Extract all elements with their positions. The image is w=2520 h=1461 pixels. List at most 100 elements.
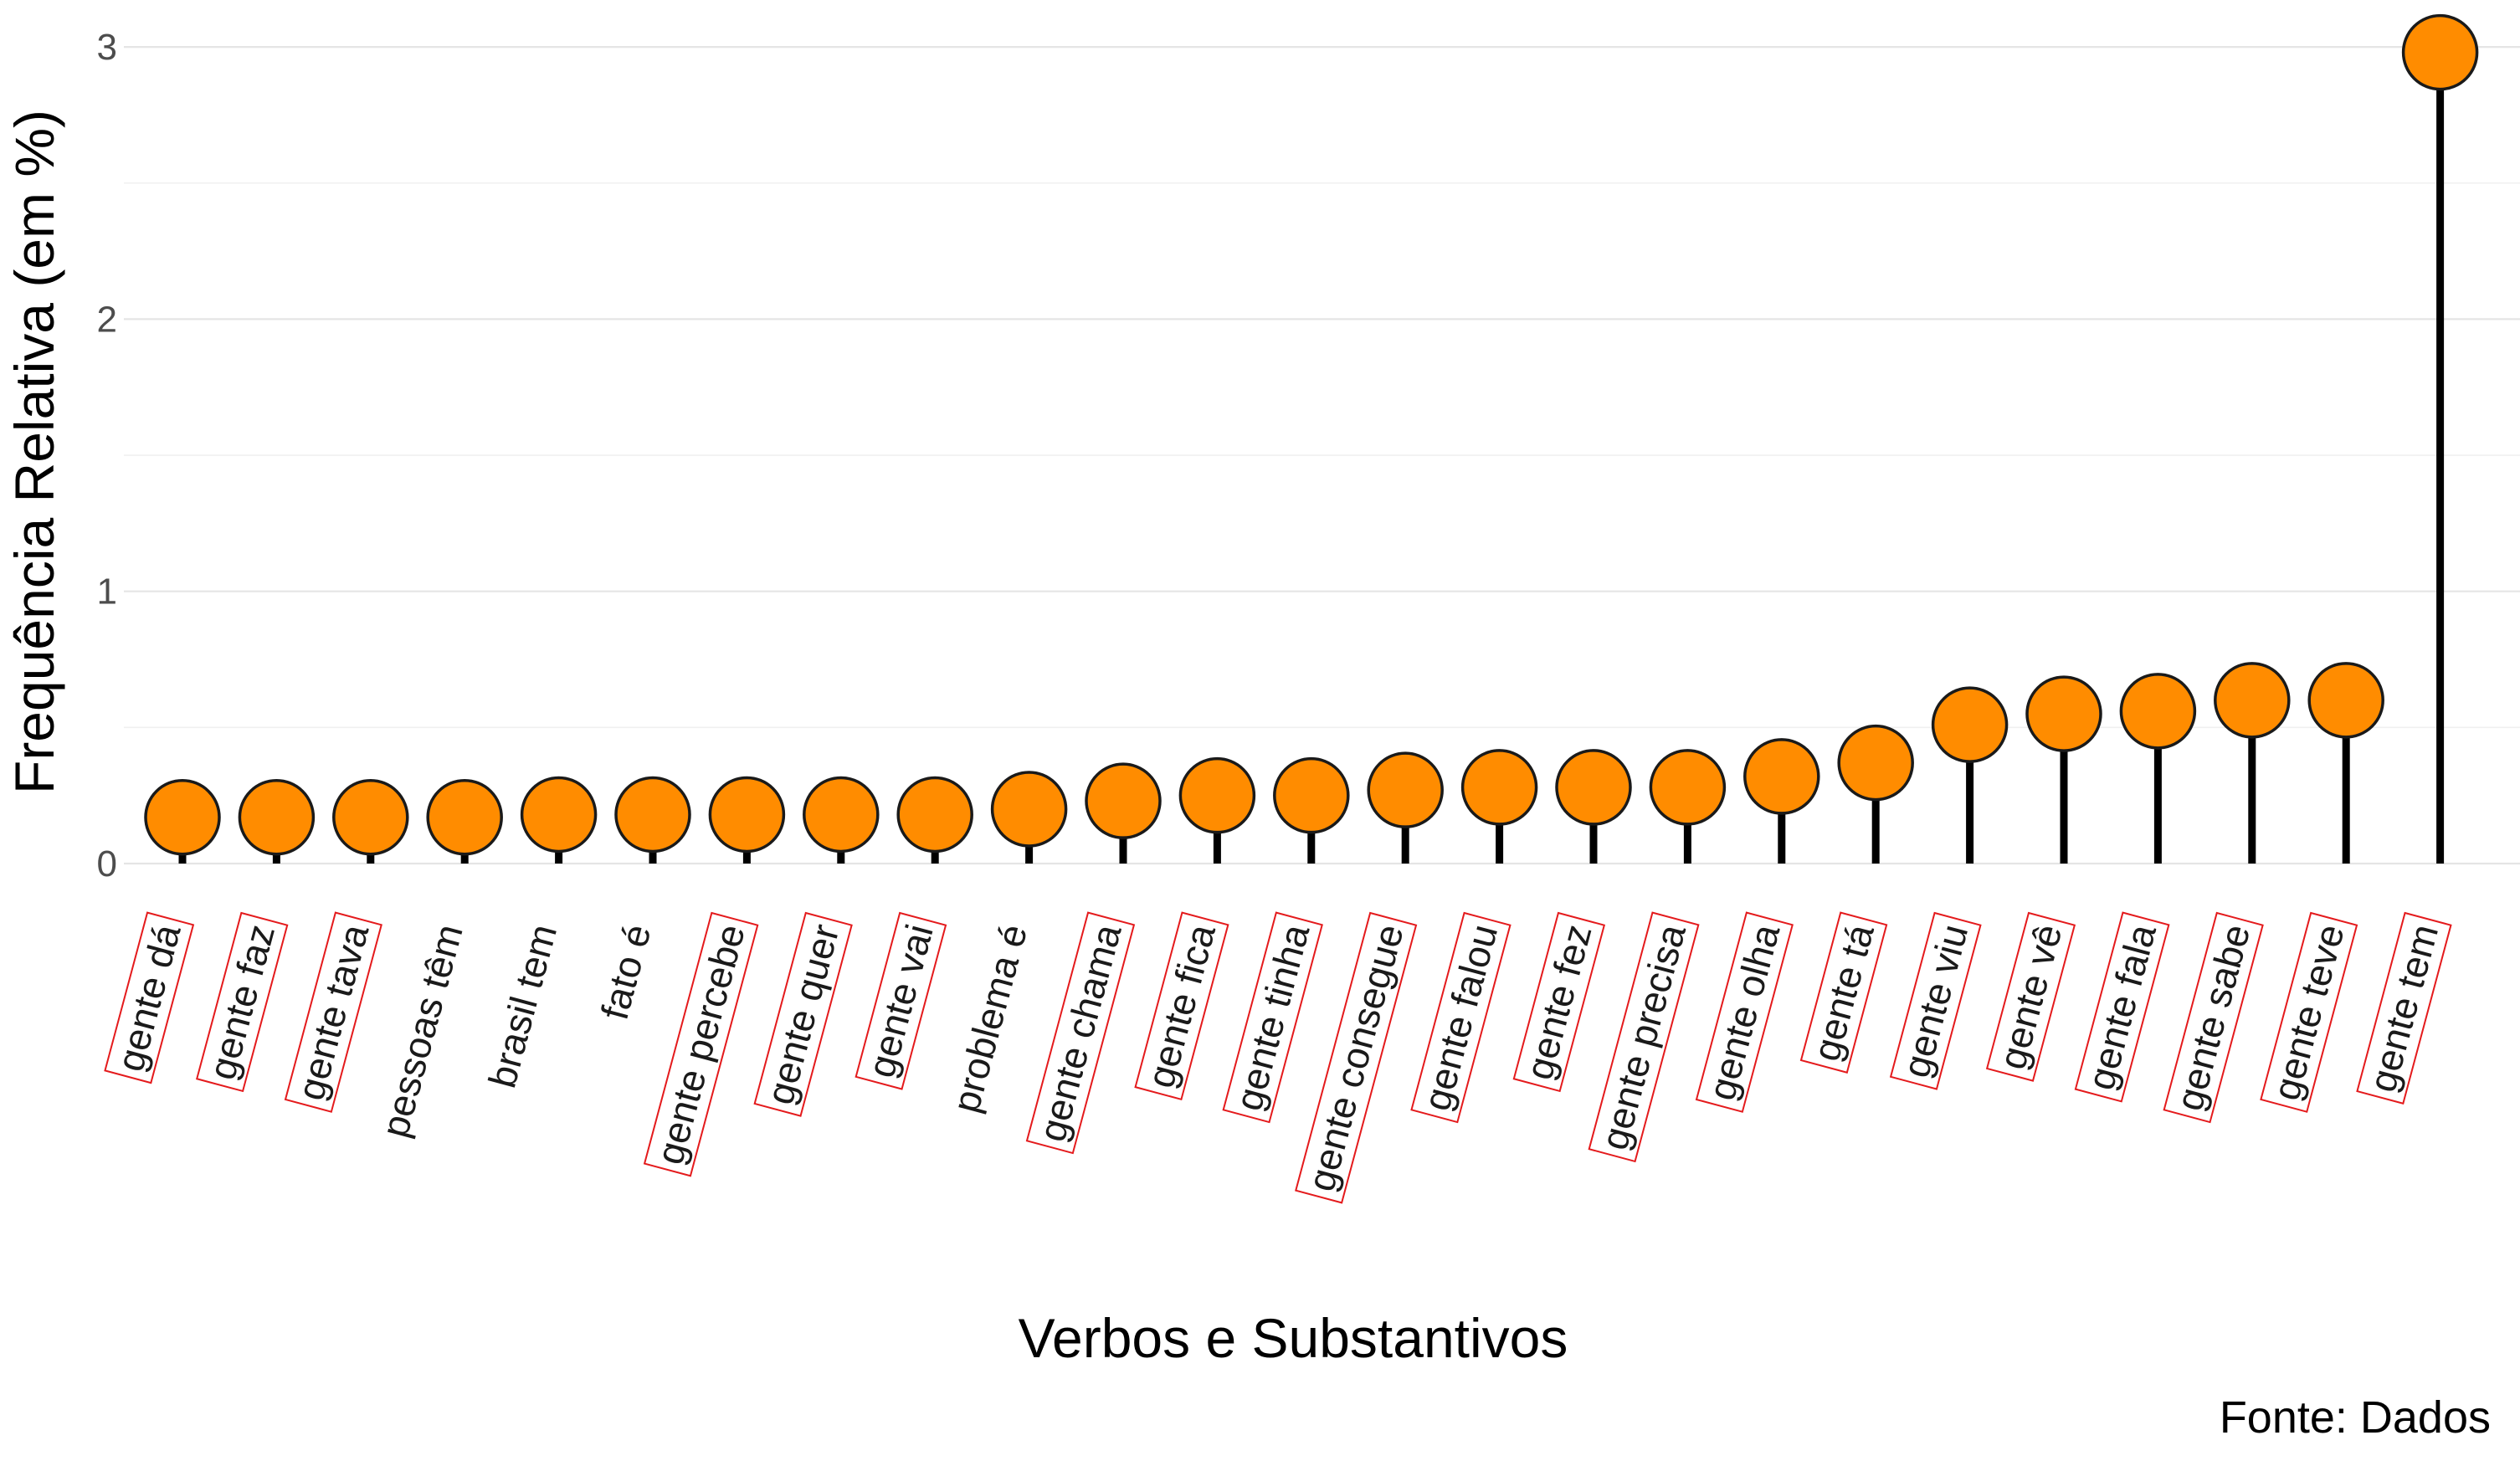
x-tick-label-group: problema é	[943, 920, 1035, 1117]
x-tick-label-group: gente chama	[1025, 911, 1136, 1155]
label-highlight-box	[2356, 911, 2452, 1105]
x-tick-label-group: gente tava	[284, 911, 382, 1113]
x-tick-label-group: gente fica	[1134, 911, 1229, 1101]
x-tick-label-group: gente dá	[104, 911, 195, 1084]
x-tick-label: gente tem	[2360, 920, 2446, 1096]
x-tick-label: gente tinha	[1226, 920, 1317, 1115]
x-tick-label-group: gente vai	[855, 911, 947, 1090]
x-tick-label-group: gente tem	[2356, 911, 2452, 1105]
x-tick-label: gente tá	[1804, 920, 1882, 1065]
x-tick-label: gente teve	[2264, 920, 2353, 1105]
x-tick-label: gente fica	[1138, 920, 1224, 1093]
label-highlight-box	[196, 911, 289, 1093]
data-point	[1743, 738, 1820, 815]
data-point	[426, 778, 503, 856]
label-highlight-box	[284, 911, 382, 1113]
x-tick-label-group: gente fez	[1512, 911, 1606, 1093]
label-highlight-box	[1512, 911, 1606, 1093]
y-axis-title: Frequência Relativa (em %)	[3, 110, 65, 794]
stems	[178, 52, 2445, 864]
data-point	[896, 776, 973, 854]
x-tick-label: gente fala	[2079, 920, 2165, 1094]
data-point	[238, 778, 316, 856]
x-tick-label-group: gente tinha	[1222, 911, 1323, 1124]
data-point	[144, 778, 221, 856]
data-point	[2401, 13, 2479, 91]
label-highlight-box	[1799, 911, 1888, 1074]
x-tick-label-group: pessoas têm	[372, 920, 471, 1141]
y-tick-label: 3	[97, 27, 117, 68]
x-tick-label: gente fez	[1517, 920, 1599, 1084]
label-highlight-box	[1222, 911, 1323, 1124]
x-tick-label-group: gente olha	[1695, 911, 1794, 1113]
label-highlight-box	[1695, 911, 1794, 1113]
label-highlight-box	[1295, 911, 1418, 1204]
x-tick-label-group: gente teve	[2260, 911, 2358, 1113]
x-tick-label: problema é	[943, 920, 1035, 1117]
x-axis-title: Verbos e Substantivos	[1019, 1307, 1568, 1369]
data-point	[2119, 673, 2197, 750]
data-point	[803, 776, 880, 854]
y-axis-ticks: 0 1 2 3	[97, 27, 117, 884]
data-point	[1367, 751, 1444, 828]
x-tick-label: gente chama	[1030, 920, 1130, 1146]
y-tick-label: 1	[97, 572, 117, 613]
x-tick-label-group: brasil tem	[480, 920, 565, 1092]
data-point	[1931, 686, 2009, 763]
x-tick-label: pessoas têm	[372, 920, 471, 1141]
x-tick-label: fato é	[593, 920, 660, 1024]
label-highlight-box	[753, 911, 853, 1117]
label-highlight-box	[855, 911, 947, 1090]
grid-layer	[124, 45, 2520, 865]
label-highlight-box	[1985, 911, 2076, 1082]
data-point	[2025, 675, 2102, 752]
data-point	[614, 776, 691, 854]
x-tick-label: brasil tem	[480, 920, 565, 1092]
x-tick-label-group: gente percebe	[643, 911, 759, 1177]
data-point	[1178, 756, 1256, 834]
data-point	[708, 776, 786, 854]
x-tick-label: gente dá	[108, 920, 189, 1076]
data-point	[1555, 749, 1632, 826]
data-point	[520, 776, 598, 854]
x-tick-label: gente vê	[1990, 920, 2071, 1074]
data-point	[990, 771, 1068, 848]
label-highlight-box	[1889, 911, 1982, 1090]
x-tick-label: gente faz	[200, 920, 283, 1084]
x-tick-label-group: gente tá	[1799, 911, 1888, 1074]
data-point	[1649, 749, 1727, 826]
label-highlight-box	[2074, 911, 2170, 1103]
points	[144, 13, 2479, 856]
y-tick-label: 0	[97, 843, 117, 884]
x-tick-label-group: gente viu	[1889, 911, 1982, 1090]
label-highlight-box	[1134, 911, 1229, 1101]
x-tick-label: gente sabe	[2167, 920, 2258, 1115]
x-tick-label-group: gente falou	[1410, 911, 1511, 1124]
x-tick-label: gente vai	[859, 920, 942, 1082]
x-tick-label: gente percebe	[648, 920, 753, 1169]
data-point	[1085, 762, 1162, 839]
label-highlight-box	[643, 911, 759, 1177]
x-tick-label-group: gente sabe	[2163, 911, 2264, 1124]
x-tick-label: gente precisa	[1592, 920, 1694, 1155]
label-highlight-box	[2260, 911, 2358, 1113]
x-tick-label-group: gente precisa	[1588, 911, 1700, 1163]
x-tick-label-group: gente fala	[2074, 911, 2170, 1103]
label-highlight-box	[2163, 911, 2264, 1124]
x-tick-label: gente quer	[757, 920, 847, 1109]
label-highlight-box	[1588, 911, 1700, 1163]
x-tick-label: gente falou	[1414, 920, 1506, 1115]
data-point	[2214, 662, 2291, 739]
x-tick-label: gente tava	[289, 920, 377, 1105]
label-highlight-box	[1410, 911, 1511, 1124]
data-point	[1837, 724, 1914, 802]
x-tick-label: gente olha	[1700, 920, 1789, 1105]
y-tick-label: 2	[97, 299, 117, 340]
data-point	[1273, 756, 1350, 834]
x-tick-label-group: gente vê	[1985, 911, 2076, 1082]
label-highlight-box	[1025, 911, 1136, 1155]
caption: Fonte: Dados	[2220, 1392, 2491, 1443]
data-point	[1460, 749, 1538, 826]
